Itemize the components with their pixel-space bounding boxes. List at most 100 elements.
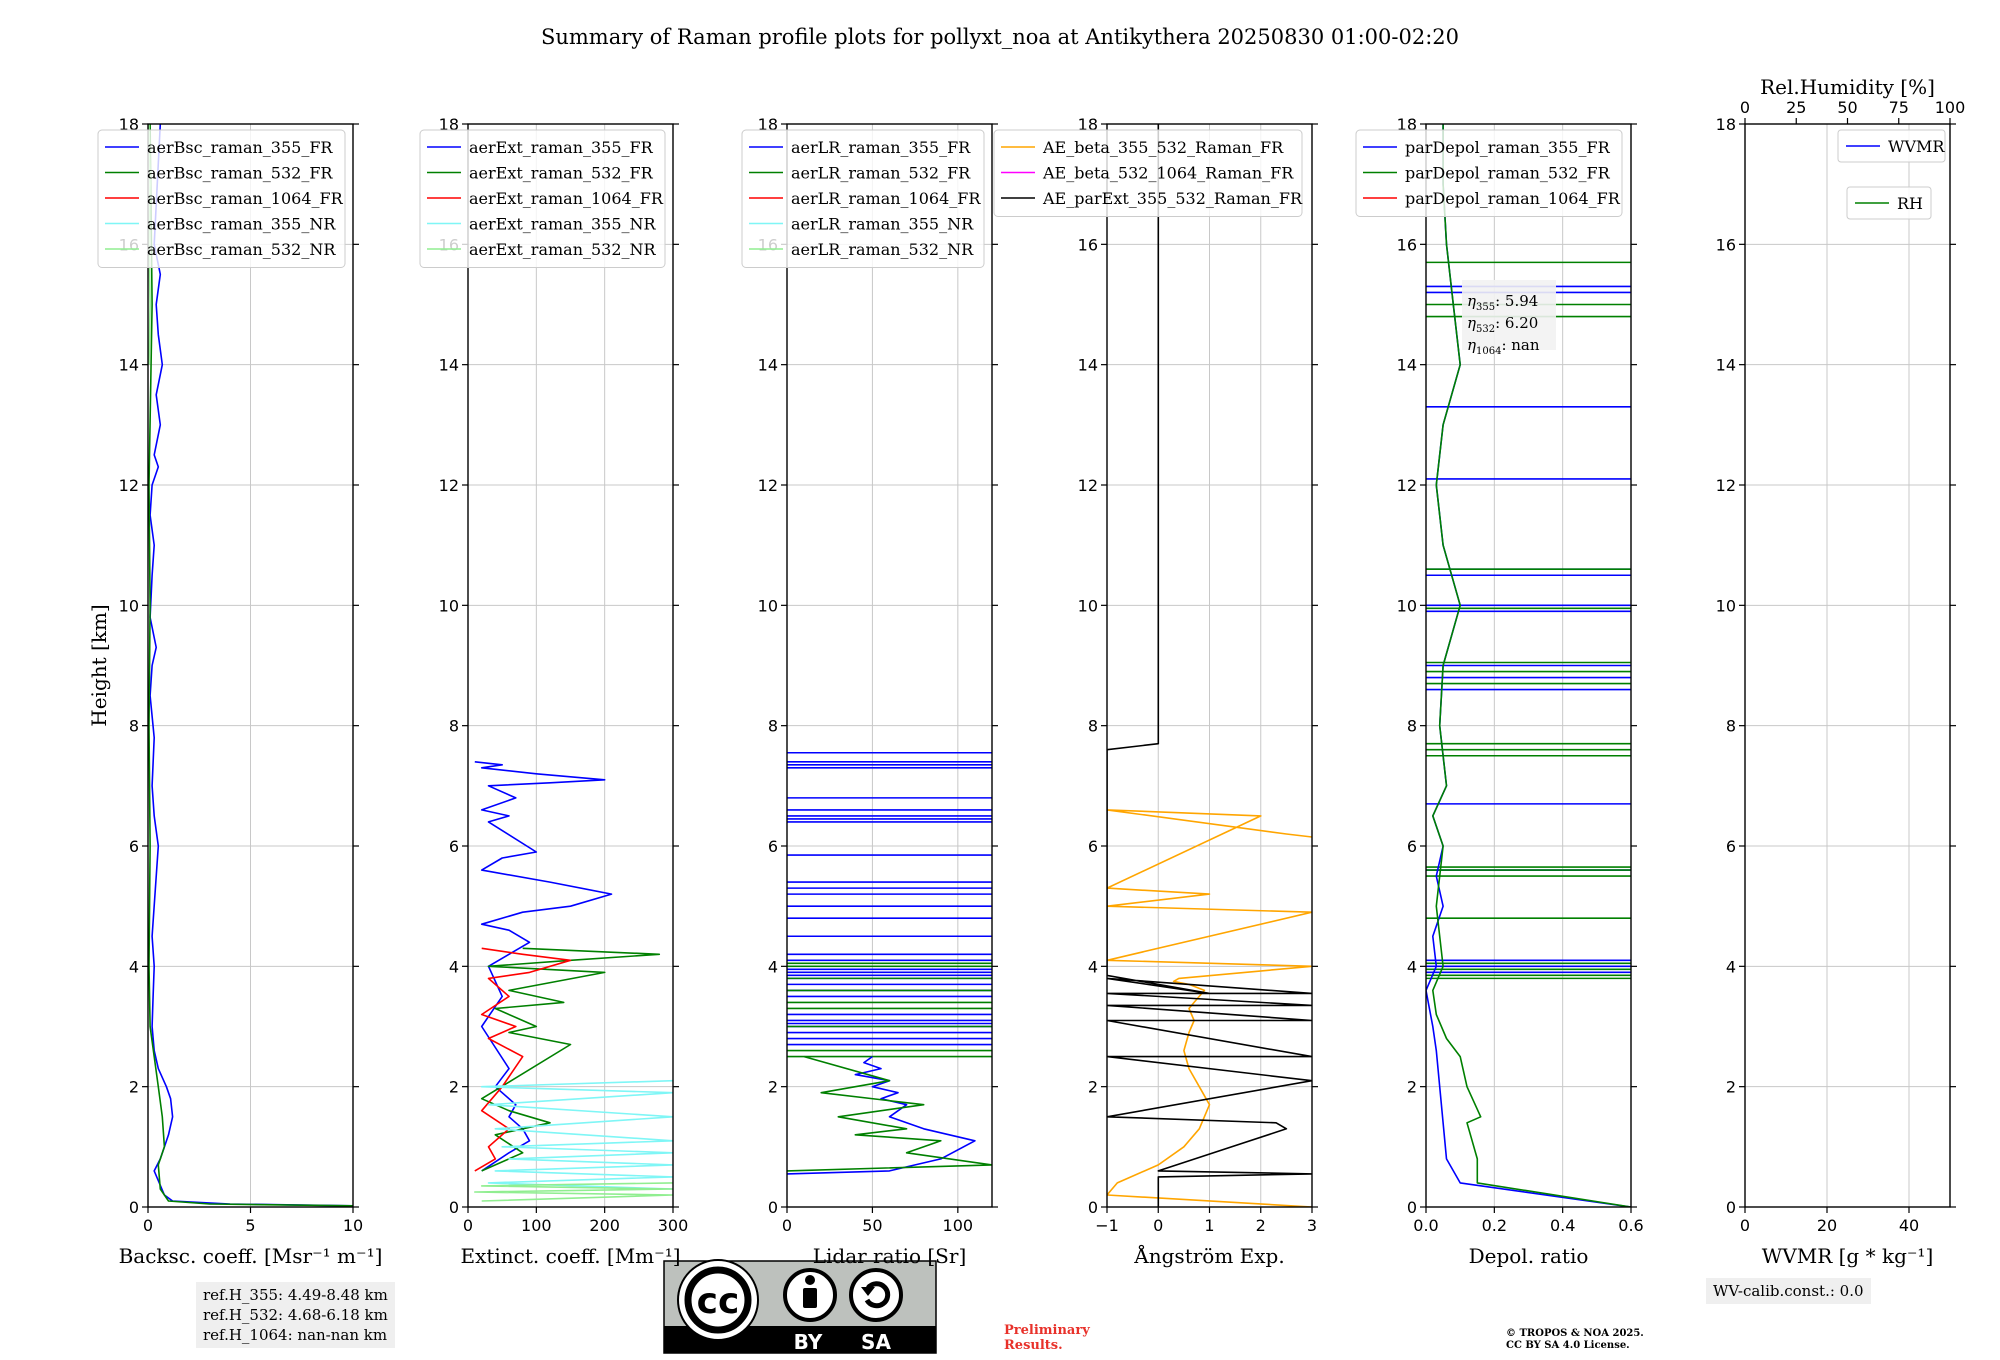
- ytick-label: 0: [1407, 1198, 1417, 1217]
- xtick-label: 0: [1153, 1216, 1163, 1235]
- eta-subscript: 1064: [1476, 346, 1501, 357]
- xtick-label: 0.0: [1413, 1216, 1438, 1235]
- ytick-label: 12: [758, 476, 778, 495]
- ytick-label: 16: [1397, 235, 1417, 254]
- ytick-label: 18: [119, 115, 139, 134]
- legend-label: aerExt_raman_355_NR: [469, 215, 657, 234]
- plot-area-depol: [1426, 124, 1631, 1207]
- ytick-label: 14: [1397, 356, 1417, 375]
- legend-label: aerExt_raman_532_NR: [469, 240, 657, 259]
- legend-label: aerBsc_raman_1064_FR: [147, 189, 344, 208]
- ytick-label: 10: [1078, 596, 1098, 615]
- eta-symbol: η: [1467, 292, 1476, 310]
- eta-symbol: η: [1467, 336, 1476, 354]
- ytick-label: 0: [1726, 1198, 1736, 1217]
- ytick-label: 8: [768, 717, 778, 736]
- legend-label: aerLR_raman_355_FR: [791, 138, 971, 157]
- cc-logo-text: cc: [697, 1281, 740, 1322]
- axes-frame: [1425, 123, 1632, 1208]
- ytick-label: 18: [1078, 115, 1098, 134]
- xtick-label: −1: [1095, 1216, 1119, 1235]
- xtick-label: 20: [1817, 1216, 1837, 1235]
- ytick-label: 4: [1088, 957, 1098, 976]
- copyright-line-1: © TROPOS & NOA 2025.: [1506, 1328, 1644, 1339]
- axes-frame: [1744, 123, 1951, 1208]
- top-xtick-label: 50: [1837, 98, 1857, 117]
- legend-box: [741, 129, 985, 268]
- panel-ext: 0246810121416180100200300Extinct. coeff.…: [419, 115, 689, 1268]
- legend-label: aerBsc_raman_355_NR: [147, 215, 336, 234]
- series-line-AE_beta_355_532_Raman_FR: [1107, 809, 1312, 1207]
- eta-value: : 6.20: [1495, 314, 1538, 332]
- ytick-label: 18: [1716, 115, 1736, 134]
- ytick-label: 4: [1407, 957, 1417, 976]
- license-by-label: BY: [794, 1330, 823, 1354]
- wv-calib-box: WV-calib.const.: 0.0: [1706, 1278, 1871, 1304]
- top-axis-label: Rel.Humidity [%]: [1760, 75, 1935, 99]
- ytick-label: 4: [768, 957, 778, 976]
- eta-subscript: 532: [1476, 324, 1495, 335]
- series-line-AE_parExt_355_532_Raman_FR: [1107, 124, 1312, 1207]
- series-line-parDepol_raman_532_FR: [1432, 124, 1631, 1207]
- series-line-aerBsc_raman_532_FR: [148, 124, 353, 1207]
- legend-box: [419, 129, 666, 268]
- xtick-label: 5: [245, 1216, 255, 1235]
- ytick-label: 14: [1078, 356, 1098, 375]
- x-axis-label: Backsc. coeff. [Msr⁻¹ m⁻¹]: [119, 1244, 383, 1268]
- ytick-label: 4: [129, 957, 139, 976]
- ytick-label: 2: [1407, 1078, 1417, 1097]
- ytick-label: 8: [129, 717, 139, 736]
- eta-value: : 5.94: [1495, 292, 1538, 310]
- ytick-label: 16: [1716, 235, 1736, 254]
- legend-label: RH: [1897, 194, 1923, 213]
- legend-label: aerExt_raman_532_FR: [469, 164, 654, 183]
- legend-label: parDepol_raman_1064_FR: [1405, 189, 1621, 208]
- xtick-label: 0: [463, 1216, 473, 1235]
- ytick-label: 6: [1088, 837, 1098, 856]
- series-line-aerExt_raman_532_NR: [473, 1182, 673, 1202]
- license-sa-label: SA: [861, 1330, 891, 1354]
- panel-depol: 0 2 4 6 8 10 12 14 16 18 0.0 0.2 0.4 0.6 Depol. ratio p…: [1355, 115, 1644, 1268]
- preliminary-results: Preliminary Results.: [1004, 1323, 1090, 1353]
- legend-ae: AE_beta_355_532_Raman_FR AE_beta_532_1064…: [993, 129, 1303, 217]
- share-alike-icon: [849, 1268, 903, 1322]
- ytick-label: 0: [768, 1198, 778, 1217]
- ytick-label: 12: [119, 476, 139, 495]
- ytick-label: 8: [1088, 717, 1098, 736]
- ytick-label: 6: [1726, 837, 1736, 856]
- series-line-aerLR_raman_355_FR: [787, 1055, 976, 1175]
- ytick-label: 8: [1726, 717, 1736, 736]
- ytick-label: 10: [1397, 596, 1417, 615]
- ytick-label: 2: [768, 1078, 778, 1097]
- x-axis-label: Depol. ratio: [1469, 1244, 1589, 1268]
- xtick-label: 200: [589, 1216, 620, 1235]
- ytick-label: 12: [439, 476, 459, 495]
- legend-label: aerExt_raman_355_FR: [469, 138, 654, 157]
- axes-frame: [786, 123, 993, 1208]
- xtick-label: 0.2: [1482, 1216, 1507, 1235]
- series-line-aerExt_raman_355_FR: [474, 761, 613, 1172]
- copyright-line-2: CC BY SA 4.0 License.: [1506, 1340, 1630, 1351]
- top-xtick-label: 0: [1740, 98, 1750, 117]
- xtick-label: 300: [658, 1216, 689, 1235]
- cc-by-sa-badge: cc BY SA: [663, 1259, 937, 1354]
- ytick-label: 10: [119, 596, 139, 615]
- xtick-label: 10: [343, 1216, 363, 1235]
- x-axis-label: Ångström Exp.: [1133, 1243, 1284, 1268]
- axes-frame: [147, 123, 354, 1208]
- legend-label: parDepol_raman_532_FR: [1405, 164, 1611, 183]
- ytick-label: 2: [1726, 1078, 1736, 1097]
- xtick-label: 40: [1899, 1216, 1919, 1235]
- plot-area-ext: [473, 761, 673, 1202]
- reference-height-box: ref.H_355: 4.49-8.48 km ref.H_532: 4.68-…: [196, 1282, 395, 1348]
- xtick-label: 3: [1307, 1216, 1317, 1235]
- ytick-label: 2: [449, 1078, 459, 1097]
- ytick-label: 10: [1716, 596, 1736, 615]
- xtick-label: 50: [862, 1216, 882, 1235]
- xtick-label: 0: [782, 1216, 792, 1235]
- x-axis-label: WVMR [g * kg⁻¹]: [1762, 1244, 1934, 1268]
- panel-bsc: 0246810121416180510Backsc. coeff. [Msr⁻¹…: [87, 115, 382, 1268]
- legend-label: aerLR_raman_532_NR: [791, 240, 974, 259]
